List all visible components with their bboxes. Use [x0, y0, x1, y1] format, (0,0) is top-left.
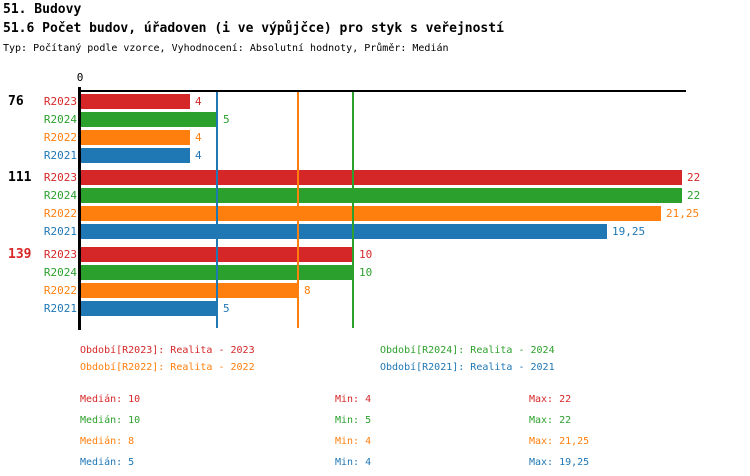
group-label: 139 — [8, 247, 32, 262]
series-row-label: R2022 — [43, 207, 77, 220]
legend-item: Období[R2023]: Realita - 2023 — [80, 345, 255, 356]
bar-value-label: 22 — [687, 189, 701, 202]
bar — [81, 188, 682, 203]
page-title: 51. Budovy — [3, 2, 82, 17]
median-line — [297, 92, 299, 328]
stat-median: Medián: 10 — [80, 415, 141, 426]
bar — [81, 301, 218, 316]
x-axis-line — [78, 90, 686, 92]
series-row-label: R2024 — [43, 266, 77, 279]
stat-min: Min: 4 — [335, 457, 372, 468]
indicator-title: 51.6 Počet budov, úřadoven (i ve výpůjčc… — [3, 21, 504, 36]
series-row-label: R2021 — [43, 149, 77, 162]
stat-median: Medián: 5 — [80, 457, 135, 468]
stat-min: Min: 4 — [335, 436, 372, 447]
legend-item: Období[R2024]: Realita - 2024 — [380, 345, 555, 356]
series-row-label: R2022 — [43, 284, 77, 297]
bar — [81, 224, 607, 239]
series-row-label: R2021 — [43, 302, 77, 315]
legend-item: Období[R2021]: Realita - 2021 — [380, 362, 555, 373]
axis-zero-label: 0 — [76, 71, 84, 84]
stat-min: Min: 4 — [335, 394, 372, 405]
series-row-label: R2023 — [43, 171, 77, 184]
bar-value-label: 5 — [223, 302, 230, 315]
y-axis-line — [78, 87, 81, 330]
median-line — [216, 92, 218, 328]
bar — [81, 206, 661, 221]
bar-value-label: 19,25 — [612, 225, 646, 238]
bar — [81, 283, 299, 298]
series-row-label: R2021 — [43, 225, 77, 238]
bar — [81, 94, 190, 109]
series-row-label: R2023 — [43, 95, 77, 108]
bar — [81, 112, 218, 127]
series-row-label: R2022 — [43, 131, 77, 144]
group-label: 111 — [8, 170, 32, 185]
bar — [81, 130, 190, 145]
bar-value-label: 8 — [304, 284, 311, 297]
indicator-meta: Typ: Počítaný podle vzorce, Vyhodnocení:… — [3, 43, 449, 54]
bar-value-label: 10 — [359, 248, 373, 261]
series-row-label: R2023 — [43, 248, 77, 261]
legend-item: Období[R2022]: Realita - 2022 — [80, 362, 255, 373]
bar-value-label: 10 — [359, 266, 373, 279]
bar-value-label: 4 — [195, 131, 202, 144]
series-row-label: R2024 — [43, 113, 77, 126]
stat-max: Max: 21,25 — [529, 436, 590, 447]
bar-value-label: 21,25 — [666, 207, 700, 220]
stat-min: Min: 5 — [335, 415, 372, 426]
stat-max: Max: 22 — [529, 415, 572, 426]
stat-median: Medián: 10 — [80, 394, 141, 405]
bar-value-label: 5 — [223, 113, 230, 126]
bar-value-label: 4 — [195, 149, 202, 162]
stat-max: Max: 22 — [529, 394, 572, 405]
bar-value-label: 22 — [687, 171, 701, 184]
group-label: 76 — [8, 94, 24, 109]
bar — [81, 170, 682, 185]
bar — [81, 148, 190, 163]
median-line — [352, 92, 354, 328]
series-row-label: R2024 — [43, 189, 77, 202]
stat-max: Max: 19,25 — [529, 457, 590, 468]
bar-value-label: 4 — [195, 95, 202, 108]
stat-median: Medián: 8 — [80, 436, 135, 447]
